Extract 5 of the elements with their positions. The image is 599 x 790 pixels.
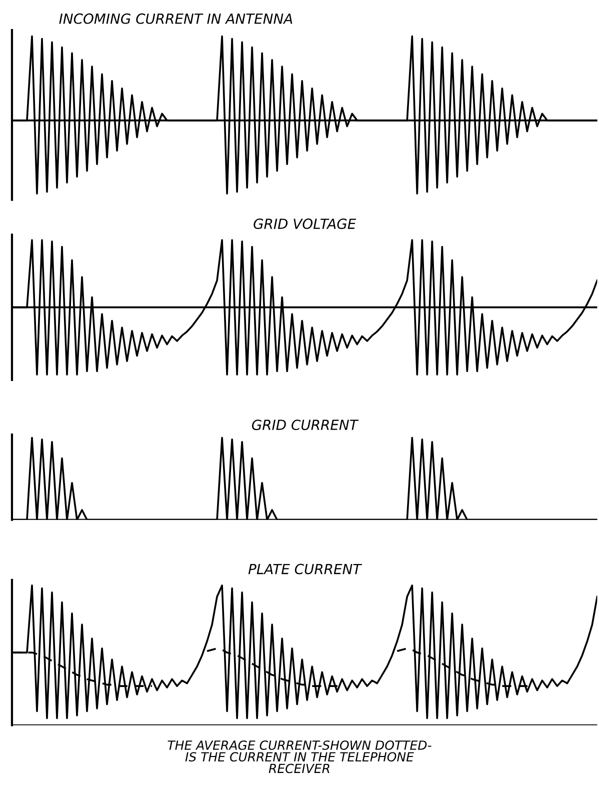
chart-title: PLATE CURRENT xyxy=(248,564,362,574)
chart-title: GRID VOLTAGE xyxy=(254,218,356,230)
text: THE AVERAGE CURRENT-SHOWN DOTTED- IS THE CURRENT IN THE TELEPHONE RECEIVER xyxy=(168,740,432,774)
chart-title: INCOMING CURRENT IN ANTENNA xyxy=(59,13,292,24)
chart-title: GRID CURRENT xyxy=(252,420,359,430)
